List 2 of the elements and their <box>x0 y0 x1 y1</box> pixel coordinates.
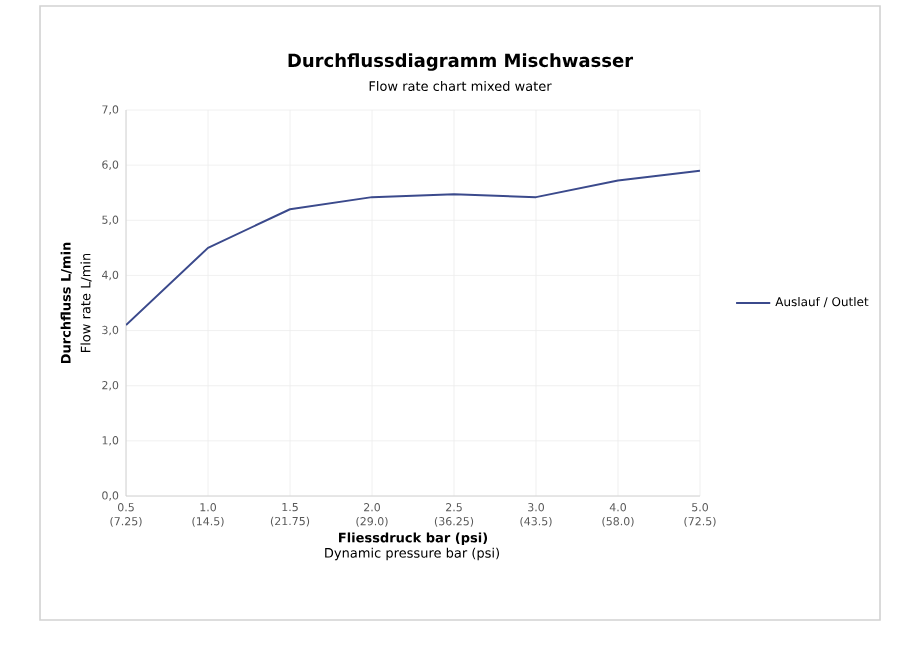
line-series <box>126 169 700 327</box>
chart-title: Durchflussdiagramm Mischwasser <box>288 53 634 71</box>
